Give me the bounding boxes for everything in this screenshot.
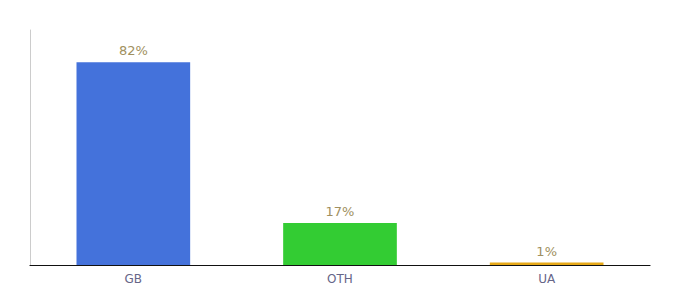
svg-text:UA: UA — [538, 272, 556, 286]
svg-text:82%: 82% — [119, 43, 148, 58]
svg-text:GB: GB — [125, 272, 143, 286]
svg-text:17%: 17% — [326, 204, 355, 219]
svg-text:OTH: OTH — [327, 272, 353, 286]
svg-text:1%: 1% — [536, 244, 557, 259]
